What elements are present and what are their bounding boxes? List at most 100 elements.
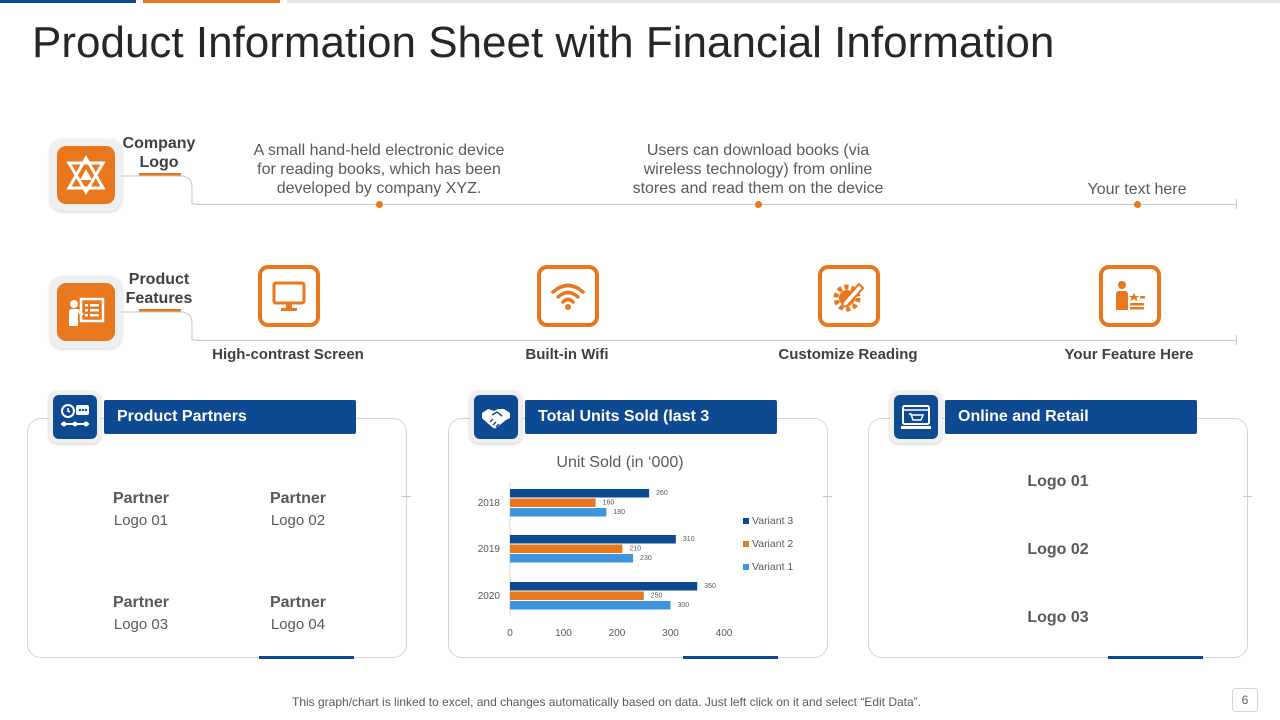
gear-pencil-icon [818,265,880,327]
chart-bar [510,601,671,610]
legend-swatch [743,518,749,524]
partner-item: Partner Logo 01 [86,488,196,532]
company-timeline-end [1236,199,1237,209]
features-connector [121,311,199,341]
chart-bar [510,535,676,544]
feature-label: Customize Reading [778,346,918,363]
partner-logo: Logo 04 [270,616,326,633]
chart-tick-label: 200 [609,628,626,639]
top-accent-orange [143,0,280,3]
chart-bar [510,489,650,498]
chart-bar [510,508,607,517]
features-timeline [197,340,1237,341]
partner-logo: Logo 02 [270,512,326,529]
chart-category-label: 2019 [478,544,501,555]
chart-bar [510,554,634,563]
company-logo-label: Company Logo [122,135,196,171]
clock-chat-icon [61,404,89,427]
wifi-icon [537,265,599,327]
chart-data-label: 260 [656,490,668,497]
top-accent-gray [287,0,1280,3]
panel-side-tick [823,496,832,497]
presenter-icon [69,297,105,326]
feature-label: High-contrast Screen [212,346,364,363]
panel-bottom-accent [259,656,354,659]
chart-title: Unit Sold (in ‘000) [556,454,684,471]
chart-data-label: 160 [603,500,615,507]
partner-name: Partner [112,594,170,611]
partner-name: Partner [112,490,170,507]
units-icon-badge [470,391,522,443]
chart-bar [510,498,596,507]
company-desc-2: Users can download books (via wireless t… [632,142,884,197]
chart-data-label: 210 [629,546,641,553]
star-logo-icon [66,155,106,195]
partner-logo: Logo 03 [113,616,169,633]
feature-label: Your Feature Here [1064,346,1194,363]
chart-tick-label: 400 [716,628,733,639]
chart-category-label: 2020 [478,591,501,602]
partner-item: Partner Logo 04 [243,592,353,636]
panel-side-line [406,497,407,627]
product-partners-header: Product Partners [104,400,356,434]
page-title: Product Information Sheet with Financial… [32,18,1055,67]
chart-data-label: 250 [651,593,663,600]
panel-side-tick [402,496,411,497]
footnote: This graph/chart is linked to excel, and… [292,695,921,709]
legend-swatch [743,541,749,547]
company-connector [121,175,199,205]
timeline-dot [755,201,762,208]
top-accent-blue [0,0,136,3]
person-list-icon [1099,265,1161,327]
company-desc-1: A small hand-held electronic device for … [253,142,505,197]
company-logo-badge [50,139,122,211]
legend-label: Variant 2 [752,538,793,550]
partner-name: Partner [269,490,327,507]
company-timeline [197,204,1237,205]
company-desc-3: Your text here [1087,181,1187,198]
product-partners-panel [27,418,407,658]
partner-item: Partner Logo 02 [243,488,353,532]
chart-tick-label: 100 [555,628,572,639]
online-store-icon [901,405,931,429]
chart-data-label: 230 [640,555,652,562]
chart-tick-label: 0 [507,628,513,639]
page-number: 6 [1232,688,1258,712]
units-sold-chart: 2018 260 160 180 2019 310 210 230 2020 350 250 300 0… [478,482,793,639]
product-features-underline [139,309,181,312]
chart-bar [510,544,623,553]
legend-label: Variant 1 [752,561,793,573]
legend-swatch [743,564,749,570]
panel-bottom-accent [683,656,778,659]
partner-name: Partner [269,594,327,611]
product-features-label: Product Features [125,271,193,307]
partners-icon-badge [49,391,101,443]
chart-data-label: 180 [613,509,625,516]
chart-category-label: 2018 [478,498,501,509]
monitor-icon [258,265,320,327]
chart-tick-label: 300 [662,628,679,639]
retail-icon-badge [890,391,942,443]
panel-side-line [827,497,828,627]
online-retail-header: Online and Retail [945,400,1197,434]
retail-logo: Logo 02 [1027,541,1089,558]
partner-logo: Logo 01 [113,512,169,529]
features-timeline-end [1236,335,1237,345]
partner-item: Partner Logo 03 [86,592,196,636]
chart-data-label: 350 [704,583,716,590]
chart-bar [510,582,698,591]
units-sold-header: Total Units Sold (last 3 [525,400,777,434]
legend-label: Variant 3 [752,515,793,527]
panel-bottom-accent [1108,656,1203,659]
retail-logo: Logo 01 [1027,473,1089,490]
company-logo-underline [139,173,181,176]
online-retail-panel [868,418,1248,658]
chart-data-label: 310 [683,536,695,543]
product-features-badge [50,276,122,348]
panel-side-tick [1243,496,1252,497]
feature-label: Built-in Wifi [525,346,609,363]
chart-bar [510,591,644,600]
handshake-icon [482,409,510,429]
timeline-dot [376,201,383,208]
chart-data-label: 300 [678,602,690,609]
